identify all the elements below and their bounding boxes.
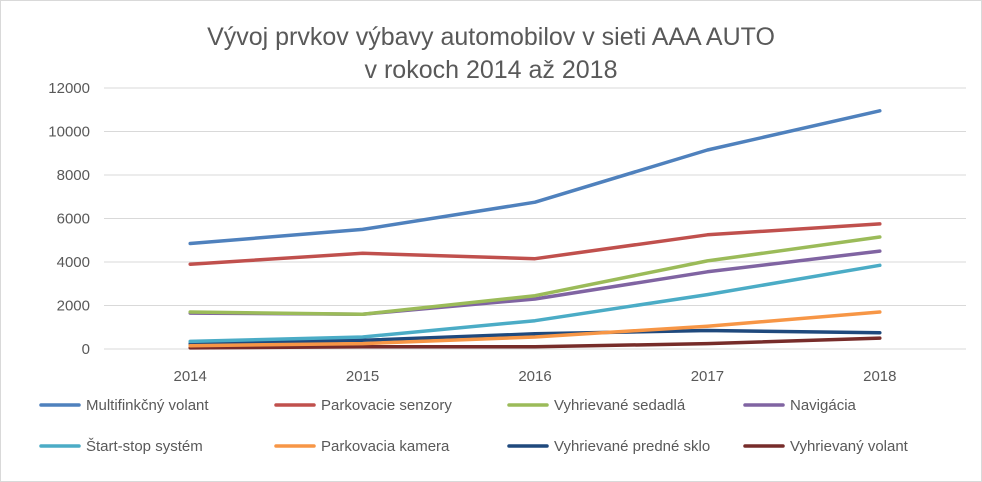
- series-line-vyhrievan-volant: [188, 336, 882, 350]
- chart-title-line-2: v rokoch 2014 až 2018: [364, 56, 618, 84]
- y-tick-label: 12000: [48, 80, 90, 97]
- legend-item: Parkovacia kamera: [274, 438, 450, 455]
- y-tick-label: 2000: [57, 298, 90, 315]
- y-tick-label: 10000: [48, 124, 90, 141]
- legend-label: Parkovacia kamera: [321, 438, 450, 455]
- chart-title-line-1: Vývoj prvkov výbavy automobilov v sieti …: [207, 23, 775, 51]
- legend-item: Multifinkčný volant: [39, 397, 209, 414]
- y-tick-label: 6000: [57, 211, 90, 228]
- legend-label: Vyhrievané predné sklo: [554, 438, 710, 455]
- x-tick-label: 2016: [518, 368, 551, 385]
- legend-label: Multifinkčný volant: [86, 397, 209, 414]
- x-tick-label: 2018: [863, 368, 896, 385]
- y-tick-label: 4000: [57, 254, 90, 271]
- series-line-vyhrievan-predn-sklo: [188, 328, 882, 346]
- legend-label: Navigácia: [790, 397, 857, 414]
- y-tick-label: 8000: [57, 167, 90, 184]
- series-line-vyhrievan-sedadl-: [188, 235, 882, 316]
- x-tick-label: 2017: [691, 368, 724, 385]
- legend-label: Štart-stop systém: [86, 438, 203, 455]
- series-line-parkovacia-kamera: [188, 310, 882, 348]
- series-line--tart-stop-syst-m: [188, 263, 882, 344]
- legend-label: Parkovacie senzory: [321, 397, 452, 414]
- series-line-parkovacie-senzory: [188, 222, 882, 266]
- legend-item: Navigácia: [743, 397, 857, 414]
- legend-item: Vyhrievané sedadlá: [507, 397, 686, 414]
- legend-item: Štart-stop systém: [39, 438, 203, 455]
- y-tick-label: 0: [82, 341, 90, 358]
- legend-item: Vyhrievané predné sklo: [507, 438, 710, 455]
- chart-title: Vývoj prvkov výbavy automobilov v sieti …: [1, 21, 981, 87]
- legend-label: Vyhrievaný volant: [790, 438, 909, 455]
- legend-item: Vyhrievaný volant: [743, 438, 909, 455]
- x-tick-label: 2015: [346, 368, 379, 385]
- legend-item: Parkovacie senzory: [274, 397, 452, 414]
- legend-label: Vyhrievané sedadlá: [554, 397, 686, 414]
- x-tick-label: 2014: [174, 368, 207, 385]
- series-line-multifink-n-volant: [188, 109, 882, 246]
